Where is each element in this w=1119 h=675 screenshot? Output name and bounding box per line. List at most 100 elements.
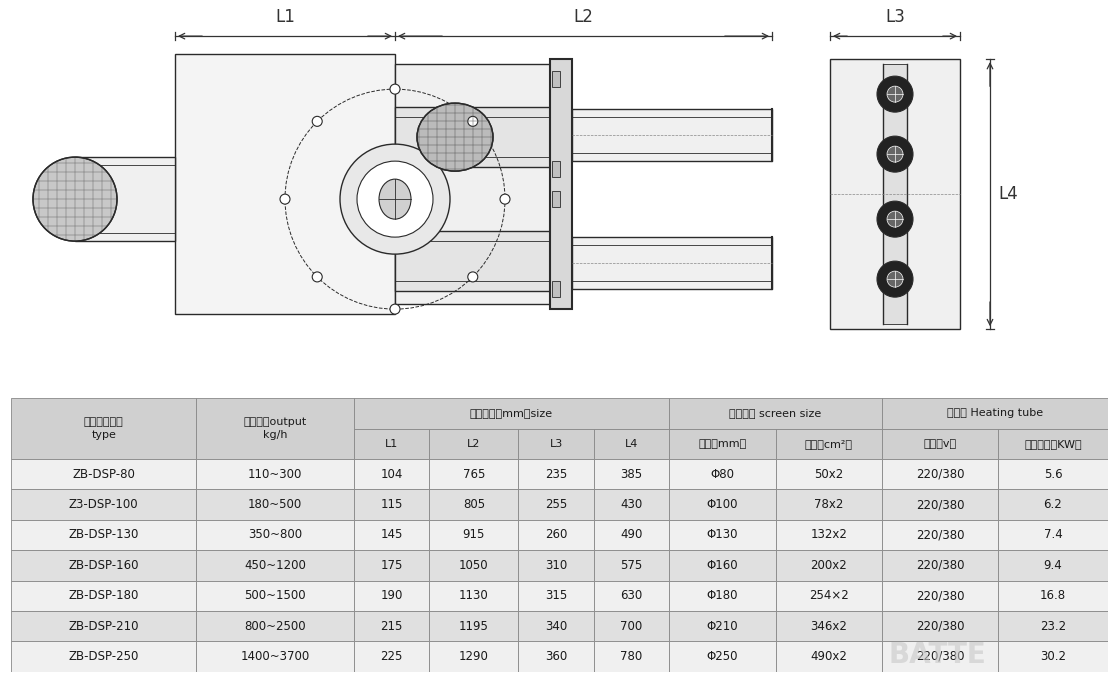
Text: 220/380: 220/380 [915,468,965,481]
Bar [552,161,560,177]
Text: L1: L1 [385,439,398,449]
Circle shape [468,116,478,126]
Text: 260: 260 [545,529,567,541]
Bar [552,71,560,87]
Circle shape [887,271,903,287]
Text: 30.2: 30.2 [1040,650,1066,663]
Bar [777,459,882,489]
Bar [196,611,354,641]
Text: 220/380: 220/380 [915,529,965,541]
Bar [777,429,882,459]
Bar [669,398,882,429]
Text: 6.2: 6.2 [1044,498,1062,511]
Text: 915: 915 [462,529,485,541]
Bar [882,429,998,459]
Text: 575: 575 [620,559,642,572]
Bar [830,59,960,329]
Text: 115: 115 [380,498,403,511]
Bar [551,59,572,309]
Text: ZB-DSP-160: ZB-DSP-160 [68,559,139,572]
Circle shape [500,194,510,204]
Text: L4: L4 [998,185,1018,203]
Text: 254×2: 254×2 [809,589,848,602]
Text: 面积（cm²）: 面积（cm²） [805,439,853,449]
Bar [430,580,518,611]
Bar [594,520,669,550]
Bar [998,611,1108,641]
Text: L2: L2 [574,8,593,26]
Bar [430,611,518,641]
Text: L2: L2 [467,439,480,449]
Text: 104: 104 [380,468,403,481]
Text: 220/380: 220/380 [915,498,965,511]
Text: 235: 235 [545,468,567,481]
Bar [669,641,777,672]
Circle shape [887,86,903,102]
Text: BATTE: BATTE [888,641,987,669]
Circle shape [887,211,903,227]
Bar [196,580,354,611]
Text: Φ130: Φ130 [707,529,739,541]
Bar [395,107,551,167]
Text: Φ180: Φ180 [707,589,739,602]
Text: 490: 490 [620,529,642,541]
Bar [669,520,777,550]
Bar [777,520,882,550]
Bar [669,550,777,580]
Bar [777,489,882,520]
Text: 490x2: 490x2 [810,650,847,663]
Bar [11,580,196,611]
Bar [998,550,1108,580]
Text: 145: 145 [380,529,403,541]
Text: 255: 255 [545,498,567,511]
Text: 190: 190 [380,589,403,602]
Text: 340: 340 [545,620,567,632]
Circle shape [312,116,322,126]
Text: 23.2: 23.2 [1040,620,1066,632]
Bar [669,429,777,459]
Bar [354,550,430,580]
Circle shape [312,272,322,282]
Text: Φ160: Φ160 [707,559,739,572]
Text: 220/380: 220/380 [915,559,965,572]
Ellipse shape [417,103,493,171]
Text: 220/380: 220/380 [915,589,965,602]
Bar [354,459,430,489]
Bar [882,398,1108,429]
Text: 700: 700 [620,620,642,632]
Bar [354,398,669,429]
Bar [196,459,354,489]
Text: 800~2500: 800~2500 [244,620,305,632]
Bar [354,429,430,459]
Bar [354,580,430,611]
Bar [518,550,594,580]
Text: 适用产量output
kg/h: 适用产量output kg/h [244,417,307,440]
Bar [11,459,196,489]
Text: 7.4: 7.4 [1044,529,1062,541]
Text: L4: L4 [624,439,638,449]
Bar [882,459,998,489]
Circle shape [877,261,913,297]
Bar [354,611,430,641]
Bar [518,459,594,489]
Text: 9.4: 9.4 [1044,559,1062,572]
Bar [572,109,772,161]
Circle shape [887,146,903,162]
Text: 215: 215 [380,620,403,632]
Text: 450~1200: 450~1200 [244,559,305,572]
Circle shape [877,201,913,237]
Text: 轮廓尺寸（mm）size: 轮廓尺寸（mm）size [470,408,553,418]
Text: 175: 175 [380,559,403,572]
Bar [669,611,777,641]
Text: Φ100: Φ100 [707,498,739,511]
Text: 200x2: 200x2 [810,559,847,572]
Bar [594,611,669,641]
Ellipse shape [379,179,411,219]
Bar [882,611,998,641]
Text: 电压（v）: 电压（v） [923,439,957,449]
Text: 346x2: 346x2 [810,620,847,632]
Text: Z3-DSP-100: Z3-DSP-100 [69,498,139,511]
Bar [669,580,777,611]
Bar [998,641,1108,672]
Bar [594,489,669,520]
